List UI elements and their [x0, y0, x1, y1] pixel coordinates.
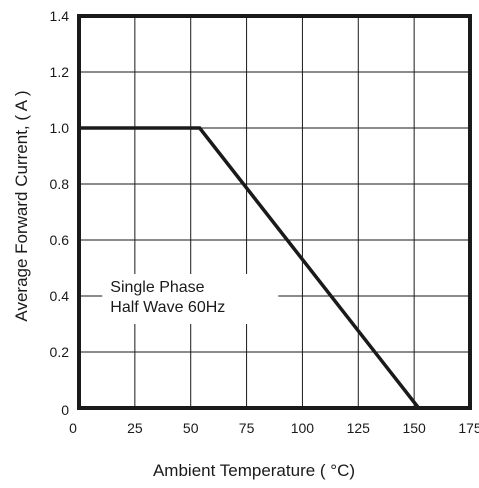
x-axis-title: Ambient Temperature ( °C) [153, 461, 355, 480]
x-tick-label: 100 [291, 420, 315, 436]
y-tick-label: 0.6 [50, 232, 70, 248]
y-tick-label: 0.2 [50, 344, 70, 360]
y-tick-label: 1.2 [50, 64, 70, 80]
x-tick-label: 50 [183, 420, 199, 436]
x-tick-label: 25 [127, 420, 143, 436]
y-tick-label: 1.0 [50, 120, 70, 136]
annotation-line: Half Wave 60Hz [110, 299, 225, 316]
x-tick-label: 175 [458, 420, 479, 436]
y-tick-label: 1.4 [50, 8, 70, 24]
x-tick-label: 75 [239, 420, 255, 436]
y-tick-label: 0.4 [50, 288, 70, 304]
x-tick-label: 125 [347, 420, 371, 436]
annotation-group: Single Phase Half Wave 60Hz [102, 274, 278, 324]
x-tick-label: 150 [402, 420, 426, 436]
x-tick-label: 0 [69, 420, 77, 436]
y-tick-label: 0 [61, 402, 69, 418]
y-axis-title: Average Forward Current, ( A ) [12, 90, 31, 321]
y-tick-label: 0.8 [50, 176, 70, 192]
annotation-line: Single Phase [110, 279, 204, 296]
